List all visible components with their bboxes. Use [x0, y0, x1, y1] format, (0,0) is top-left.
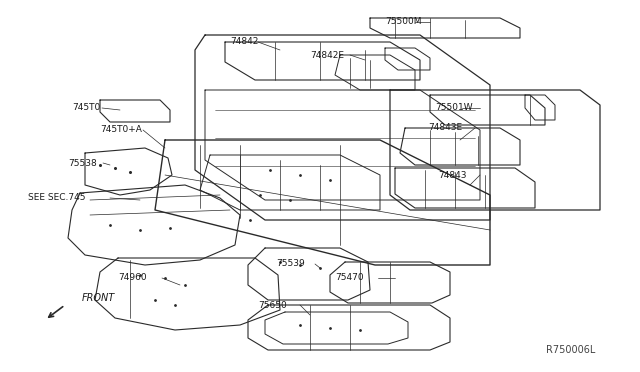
- Text: 74843E: 74843E: [428, 124, 462, 132]
- Text: 745T0: 745T0: [72, 103, 100, 112]
- Text: 74842E: 74842E: [310, 51, 344, 60]
- Text: FRONT: FRONT: [82, 293, 115, 303]
- Text: R750006L: R750006L: [546, 345, 595, 355]
- Text: 74842: 74842: [230, 38, 259, 46]
- Text: 75538: 75538: [68, 158, 97, 167]
- Text: 75539: 75539: [276, 260, 305, 269]
- Text: 75501W: 75501W: [435, 103, 472, 112]
- Text: 74960: 74960: [118, 273, 147, 282]
- Text: 745T0+A: 745T0+A: [100, 125, 142, 135]
- Text: 75500M: 75500M: [385, 17, 422, 26]
- Text: 75470: 75470: [335, 273, 364, 282]
- Text: 75650: 75650: [258, 301, 287, 310]
- Text: SEE SEC.745: SEE SEC.745: [28, 193, 86, 202]
- Text: 74843: 74843: [438, 170, 467, 180]
